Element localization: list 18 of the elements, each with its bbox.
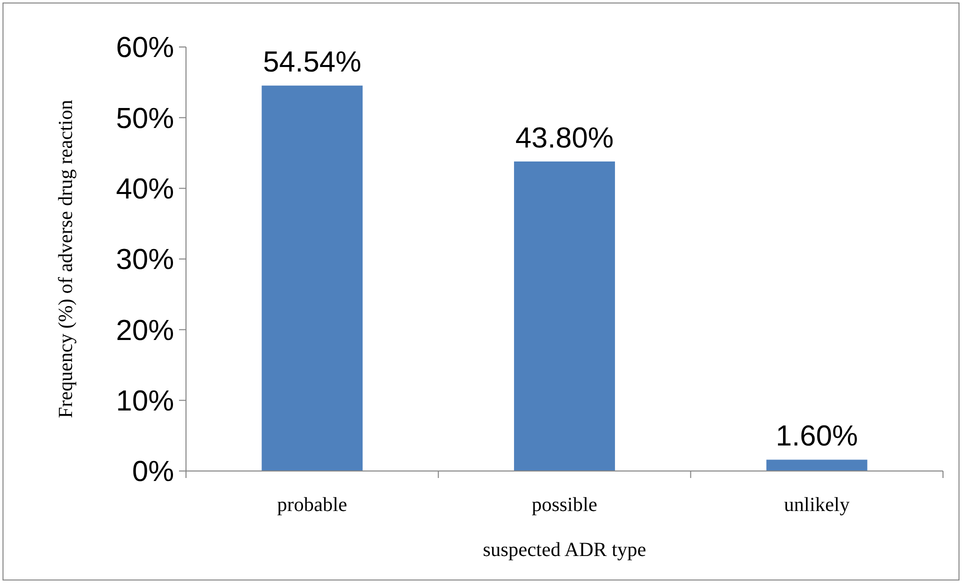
y-tick-label: 50% — [116, 102, 174, 135]
y-tick-label: 60% — [116, 32, 174, 64]
bar — [514, 161, 615, 471]
data-label: 54.54% — [262, 46, 362, 79]
x-tick-label: unlikely — [784, 494, 850, 516]
y-tick-label: 30% — [116, 244, 174, 276]
x-tick-label: probable — [277, 494, 348, 516]
x-tick-label: possible — [532, 494, 598, 516]
bar — [262, 86, 363, 471]
y-tick-label: 20% — [116, 314, 174, 347]
data-label: 43.80% — [515, 122, 614, 154]
y-tick-label: 0% — [132, 456, 174, 488]
x-axis-title: suspected ADR type — [482, 539, 646, 561]
bar — [766, 460, 868, 471]
data-label: 1.60% — [776, 420, 858, 453]
y-axis-title: Frequency (%) of adverse drug reaction — [55, 100, 77, 418]
y-tick-label: 40% — [116, 173, 174, 206]
y-tick-label: 10% — [116, 385, 174, 418]
